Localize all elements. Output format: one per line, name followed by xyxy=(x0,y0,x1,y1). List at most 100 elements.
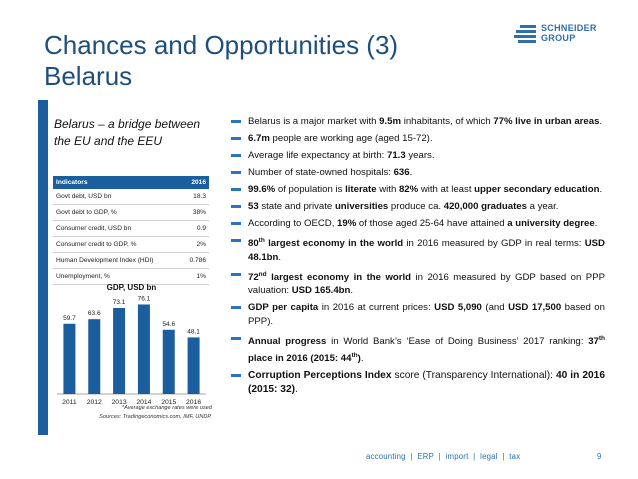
bullet-text-part: 71.3 xyxy=(387,149,406,161)
indicator-label: Consumer credit, USD bn xyxy=(53,220,182,237)
gdp-chart-svg: 59.7 2011 63.6 2012 73.1 2013 76.1 2014 54.6 2015… xyxy=(57,295,206,406)
bullet-text-part: . xyxy=(360,352,364,364)
bullet-text-part: 82% xyxy=(398,183,419,195)
bullet-text-part: Average life expectancy at birth: xyxy=(248,149,388,161)
bar-value-label: 73.1 xyxy=(113,299,126,306)
title-line-1: Chances and Opportunities (3) xyxy=(44,30,399,60)
indicator-label: Unemployment, % xyxy=(53,268,182,285)
bullet-text-part: largest economy in the world xyxy=(264,238,404,250)
gdp-chart: GDP, USD bn 59.7 2011 63.6 2012 73.1 2013 76.1… xyxy=(53,280,210,416)
bullet-text-part: in 2016 measured by GDP based on PPP val… xyxy=(248,271,606,297)
bullet-text-part: . xyxy=(594,217,598,229)
bullet-text-part: Corruption Perceptions Index xyxy=(248,369,392,381)
bullet-text-part: of those aged 25-64 have attained xyxy=(356,217,508,229)
indicator-value: 1% xyxy=(181,268,209,285)
bar-2015 xyxy=(162,329,175,394)
key-facts-list: Belarus is a major market with 9.5m inha… xyxy=(231,115,605,400)
indicator-value: 0.9 xyxy=(181,220,209,237)
bullet-text-part: According to OECD, xyxy=(248,217,338,229)
bullet-text-part: nd xyxy=(258,270,267,278)
list-item: 6.7m people are working age (aged 15-72)… xyxy=(231,132,605,146)
indicators-header-label: Indicators xyxy=(53,176,182,189)
dash-bullet-icon xyxy=(231,136,241,140)
bullet-text-part: USD 5,090 xyxy=(434,302,482,314)
bullet-text-part: in World Bank’s ‘Ease of Doing Business’… xyxy=(326,336,589,348)
chart-title: GDP, USD bn xyxy=(106,283,157,292)
bar-2012 xyxy=(88,319,101,394)
bar-value-label: 76.1 xyxy=(138,295,151,302)
bullet-text-part: 636 xyxy=(393,166,410,178)
bullet-text-part: 420,000 graduates xyxy=(443,200,527,212)
bullet-text-part: USD 48.1bn xyxy=(248,238,605,263)
bullet-text-part: largest economy in the world xyxy=(266,271,412,283)
bar-2011 xyxy=(63,323,76,394)
bullet-text-part: 37 xyxy=(588,336,599,348)
title-line-2: Belarus xyxy=(44,61,133,91)
bullet-text-part: a university degree xyxy=(507,217,595,229)
bullet-text-part: people are working age (aged 15-72). xyxy=(269,132,433,144)
x-tick-label: 2014 xyxy=(136,399,151,406)
indicator-value: 2% xyxy=(181,236,209,253)
page-title: Chances and Opportunities (3) Belarus xyxy=(44,30,398,92)
indicator-label: Govt debt, USD bn xyxy=(53,189,182,205)
bullet-text-part: 77% live in urban areas xyxy=(493,116,600,127)
bar-value-label: 48.1 xyxy=(187,328,200,335)
bullet-text-part: 40 in 2016 (2015: 32) xyxy=(248,369,605,395)
table-row: Govt debt, USD bn 18.3 xyxy=(53,189,209,205)
bullet-text-part: of population is xyxy=(275,183,346,195)
bullet-text-part: 72 xyxy=(248,271,259,283)
bar-2014 xyxy=(137,304,150,394)
bullet-text-part: ) xyxy=(357,352,361,364)
list-item: Number of state-owned hospitals: 636. xyxy=(231,166,605,180)
bullet-text-part: 80 xyxy=(248,238,259,250)
dash-bullet-icon xyxy=(231,373,241,377)
indicators-header-row: Indicators 2016 xyxy=(53,176,209,189)
bullet-text-part: a year. xyxy=(526,200,559,212)
bullet-text-part: with xyxy=(376,183,399,195)
list-item: 99.6% of population is literate with 82%… xyxy=(231,183,605,197)
bullet-text-part: years. xyxy=(405,149,435,161)
list-item: Belarus is a major market with 9.5m inha… xyxy=(231,115,605,129)
bridge-caption: Belarus – a bridge between the EU and th… xyxy=(54,117,201,148)
list-item: 80th largest economy in the world in 201… xyxy=(231,234,605,264)
x-tick-label: 2016 xyxy=(186,399,201,406)
logo-text: SCHNEIDER GROUP xyxy=(541,23,597,43)
chart-notes: *Average exchange rates were used Source… xyxy=(70,404,212,422)
footer-links: accounting | ERP | import | legal | tax xyxy=(366,452,521,461)
bullet-text-part: th xyxy=(258,236,265,244)
list-item: 53 state and private universities produc… xyxy=(231,200,605,214)
bullet-text-part: inhabitants, of which xyxy=(401,116,494,127)
bullet-text-part: th xyxy=(598,335,605,342)
bullet-text-part: universities xyxy=(334,200,389,212)
dash-bullet-icon xyxy=(231,153,241,157)
dash-bullet-icon xyxy=(231,306,241,310)
bar-2013 xyxy=(113,308,126,394)
dash-bullet-icon xyxy=(231,187,241,191)
bullet-text-part: produce ca. xyxy=(388,200,444,212)
indicator-value: 0.786 xyxy=(181,252,209,269)
bullet-text-part: 9.5m xyxy=(379,116,402,127)
schneider-group-logo: SCHNEIDER GROUP xyxy=(514,23,614,50)
bar-value-label: 54.6 xyxy=(162,321,175,328)
bullet-text-part: GDP per capita xyxy=(248,302,319,314)
bullet-text-part: 99.6% xyxy=(248,183,276,195)
indicator-label: Human Development Index (HDI) xyxy=(53,252,182,269)
chart-footnote: *Average exchange rates were used xyxy=(121,405,212,411)
bullet-text-part: (and xyxy=(481,302,509,314)
bullet-text-part: 6.7m xyxy=(248,132,270,144)
dash-bullet-icon xyxy=(231,272,241,276)
bullet-text-part: . xyxy=(599,116,603,127)
bullet-text-part: score (Transparency International): xyxy=(391,369,556,381)
bullet-text-part: in 2016 at current prices: xyxy=(318,302,435,314)
bullet-text-part: upper secondary education xyxy=(474,183,600,195)
x-tick-label: 2012 xyxy=(87,399,102,406)
bullet-text-part: . xyxy=(409,166,413,178)
logo-line-1: SCHNEIDER xyxy=(541,23,597,33)
list-item: According to OECD, 19% of those aged 25-… xyxy=(231,217,605,231)
table-row: Unemployment, % 1% xyxy=(53,268,209,285)
x-tick-label: 2015 xyxy=(161,399,176,406)
bar-value-label: 59.7 xyxy=(63,315,76,322)
bullet-text-part: USD 165.4bn xyxy=(291,285,351,297)
bullet-text-part: USD 17,500 xyxy=(508,302,562,314)
bullet-text-part: Number of state-owned hospitals: xyxy=(248,166,394,178)
